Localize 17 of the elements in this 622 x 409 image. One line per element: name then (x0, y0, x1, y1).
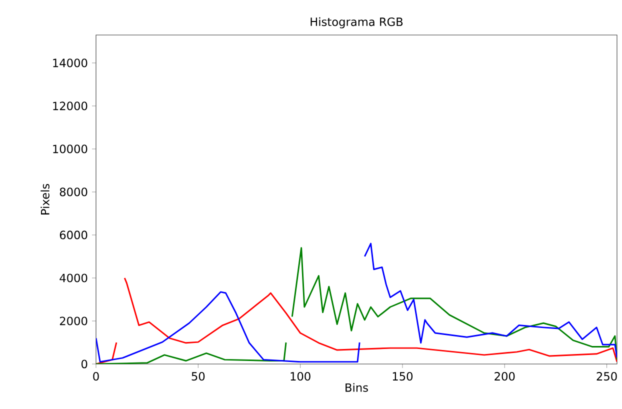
y-tick-label: 6000 (60, 230, 88, 240)
y-axis-title: Pixels (40, 184, 50, 214)
x-tick-label: 100 (290, 372, 310, 381)
y-tick-label: 0 (82, 360, 88, 368)
x-tick-label: 50 (192, 372, 205, 381)
x-tick-label: 150 (392, 372, 413, 381)
y-tick-label: 10000 (53, 144, 88, 154)
chart-title: Histograma RGB (310, 17, 403, 28)
x-tick-label: 250 (596, 372, 617, 381)
x-tick-label: 200 (494, 372, 515, 381)
x-tick-label: 0 (93, 372, 99, 381)
y-tick-label: 2000 (60, 316, 88, 326)
x-axis-title: Bins (346, 383, 368, 392)
y-tick-label: 4000 (60, 274, 88, 282)
y-tick-label: 12000 (53, 102, 88, 110)
y-tick-label: 8000 (60, 188, 88, 196)
y-tick-label: 14000 (53, 58, 88, 68)
